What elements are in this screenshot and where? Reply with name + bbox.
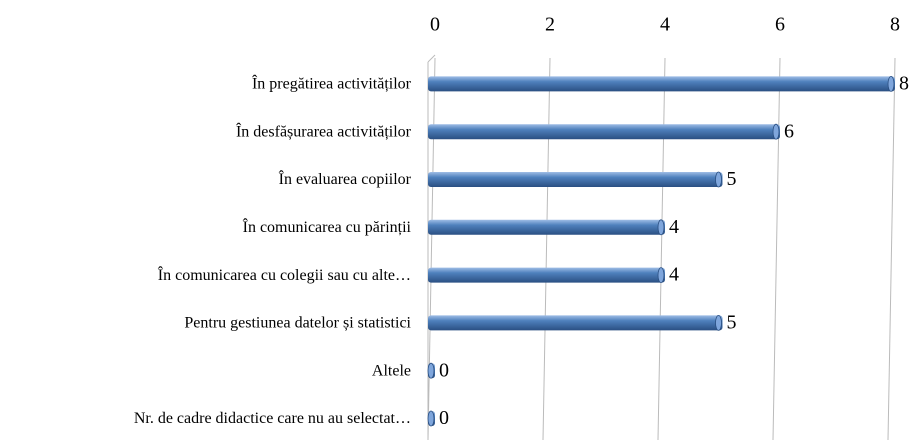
x-tick-label: 0 [430, 14, 440, 36]
grid-line [427, 57, 436, 440]
category-label: În comunicarea cu colegii sau cu alte… [158, 265, 411, 284]
bar [427, 410, 435, 427]
bar-body [428, 267, 665, 283]
category-label: În pregătirea activităților [252, 74, 412, 93]
bar [427, 362, 435, 379]
value-label: 5 [727, 168, 737, 190]
bar-body [428, 76, 895, 92]
bar-body [428, 219, 665, 235]
value-label: 8 [899, 72, 909, 94]
value-label: 5 [727, 311, 737, 333]
bar [428, 267, 665, 284]
bar [428, 123, 780, 140]
category-label: Pentru gestiunea datelor și statistici [184, 315, 411, 332]
value-label: 6 [784, 120, 794, 142]
value-label: 4 [669, 216, 679, 238]
grid-line [657, 57, 666, 440]
category-label: În evaluarea copiilor [279, 169, 412, 188]
x-tick-label: 8 [890, 14, 900, 36]
bar [428, 76, 895, 92]
category-label: În comunicarea cu părinții [243, 217, 412, 236]
side-wall [427, 54, 436, 63]
bar-cap [715, 314, 722, 331]
x-tick-label: 6 [775, 14, 785, 36]
category-label: Altele [372, 362, 411, 379]
bar-cap [427, 410, 435, 427]
x-tick-label: 2 [545, 14, 555, 36]
grid-line [542, 57, 551, 440]
category-label: Nr. de cadre didactice care nu au select… [134, 410, 411, 427]
category-label: În desfășurarea activităților [236, 121, 412, 140]
bar-cap [887, 76, 895, 92]
bar-body [428, 315, 723, 331]
bar-cap [715, 171, 722, 188]
bar-cap [772, 123, 780, 140]
bar [428, 171, 723, 188]
grid-line [772, 57, 781, 440]
x-tick-label: 4 [660, 14, 670, 36]
value-label: 0 [439, 407, 449, 429]
bar-cap [427, 362, 435, 379]
bar-body [428, 124, 780, 140]
bar [428, 314, 723, 331]
bar-cap [657, 219, 665, 236]
bar-cap [657, 267, 665, 284]
grid-line [887, 57, 896, 440]
bar-body [428, 172, 723, 187]
bar [428, 219, 665, 236]
value-label: 0 [439, 359, 449, 381]
value-label: 4 [669, 264, 679, 286]
